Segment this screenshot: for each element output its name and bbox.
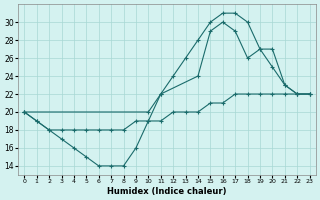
X-axis label: Humidex (Indice chaleur): Humidex (Indice chaleur) <box>107 187 227 196</box>
